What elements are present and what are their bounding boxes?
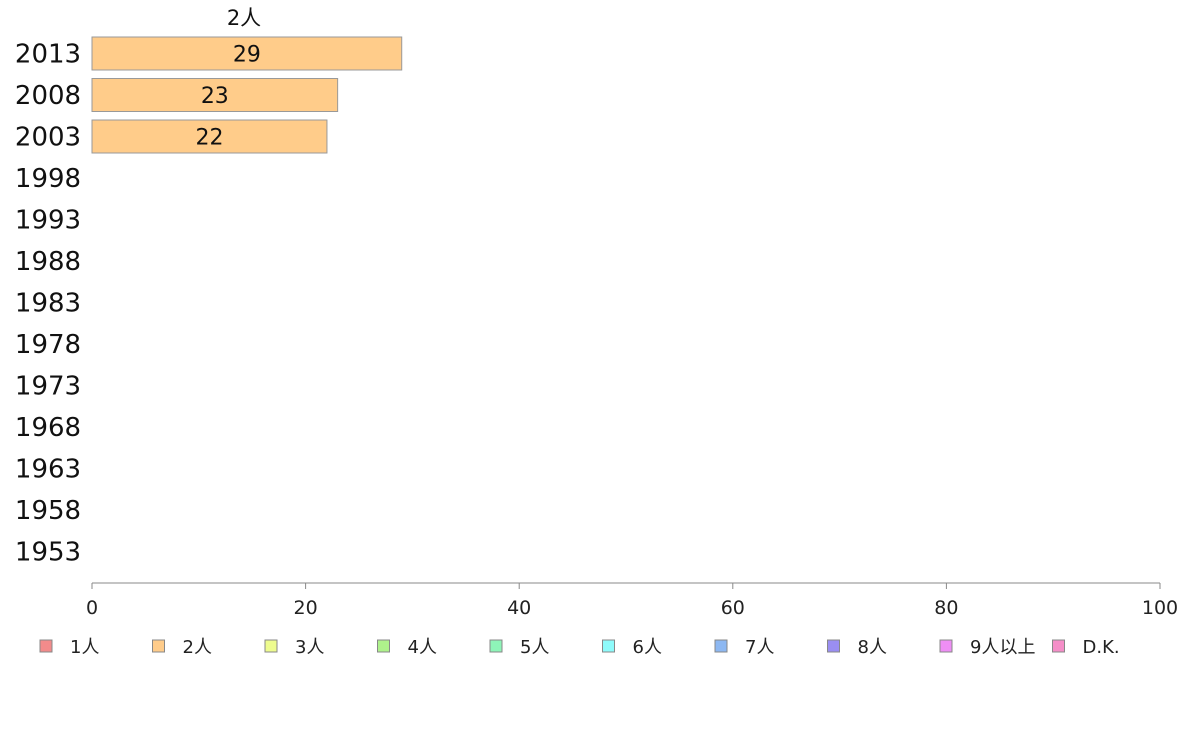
x-tick-label: 20 bbox=[294, 597, 318, 619]
series-header-label: 2人 bbox=[227, 6, 261, 30]
y-tick-label: 1968 bbox=[15, 413, 81, 443]
y-tick-label: 1993 bbox=[15, 206, 81, 236]
x-tick-label: 60 bbox=[721, 597, 745, 619]
legend-swatch bbox=[714, 639, 728, 653]
bar bbox=[91, 119, 328, 154]
x-tick-label: 80 bbox=[934, 597, 958, 619]
y-tick-label: 1958 bbox=[15, 496, 81, 526]
legend-label: 9人以上 bbox=[970, 637, 1035, 658]
bar bbox=[91, 78, 339, 112]
y-tick-label: 2008 bbox=[15, 81, 81, 111]
legend-item: D.K. bbox=[1052, 637, 1120, 658]
bar-value-label: 22 bbox=[195, 126, 223, 151]
y-axis-labels: 2013 2008 2003 1998 1993 1988 1983 1978 1973 1968… bbox=[15, 40, 81, 568]
x-tick-label: 100 bbox=[1142, 597, 1178, 619]
y-tick-label: 1963 bbox=[15, 455, 81, 485]
legend-swatch bbox=[602, 639, 615, 653]
legend-item: 7人 bbox=[714, 637, 774, 658]
legend-item: 3人 bbox=[264, 637, 324, 658]
legend-item: 2人 bbox=[152, 637, 212, 658]
bar-value-label: 29 bbox=[233, 43, 261, 68]
legend-item: 5人 bbox=[489, 637, 549, 658]
bar bbox=[91, 36, 403, 71]
legend-label: 4人 bbox=[408, 637, 437, 658]
legend-item: 4人 bbox=[377, 637, 437, 658]
legend: 1人 2人 3人 4人 5人 6人 7人 8人 9人以上 D.K. bbox=[39, 637, 1120, 658]
y-tick-label: 1953 bbox=[15, 538, 81, 568]
x-tick-label: 40 bbox=[507, 597, 531, 619]
y-tick-label: 1983 bbox=[15, 289, 81, 319]
legend-label: 7人 bbox=[745, 637, 774, 658]
y-tick-label: 1988 bbox=[15, 247, 81, 277]
legend-swatch bbox=[939, 639, 953, 653]
legend-swatch bbox=[39, 639, 53, 653]
legend-swatch bbox=[152, 639, 165, 653]
legend-item: 9人以上 bbox=[939, 637, 1035, 658]
legend-label: 1人 bbox=[70, 637, 99, 658]
legend-item: 1人 bbox=[39, 637, 99, 658]
legend-item: 8人 bbox=[827, 637, 887, 658]
y-tick-label: 1978 bbox=[15, 330, 81, 360]
legend-label: 6人 bbox=[633, 637, 662, 658]
legend-swatch bbox=[377, 639, 390, 653]
legend-swatch bbox=[827, 639, 840, 653]
legend-swatch bbox=[489, 639, 503, 653]
x-axis: 0 20 40 60 80 100 bbox=[86, 582, 1178, 619]
bar-value-label: 23 bbox=[201, 84, 229, 109]
legend-label: D.K. bbox=[1083, 637, 1120, 658]
legend-label: 5人 bbox=[520, 637, 549, 658]
legend-swatch bbox=[1052, 639, 1065, 653]
y-tick-label: 2013 bbox=[15, 40, 81, 70]
y-tick-label: 2003 bbox=[15, 123, 81, 153]
legend-swatch bbox=[264, 639, 278, 653]
x-tick-label: 0 bbox=[86, 597, 98, 619]
legend-item: 6人 bbox=[602, 637, 662, 658]
y-tick-label: 1998 bbox=[15, 164, 81, 194]
legend-label: 2人 bbox=[183, 637, 212, 658]
legend-label: 3人 bbox=[295, 637, 324, 658]
legend-label: 8人 bbox=[858, 637, 887, 658]
y-tick-label: 1973 bbox=[15, 372, 81, 402]
